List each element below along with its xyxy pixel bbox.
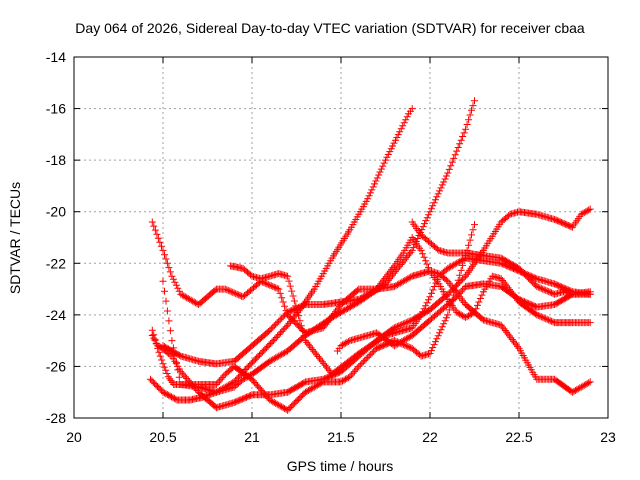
data-points-s5 — [227, 254, 594, 378]
data-series-s1 — [147, 105, 416, 404]
y-tick-label: -28 — [46, 410, 66, 426]
y-tick-label: -20 — [46, 204, 66, 220]
x-tick-label: 22 — [422, 429, 438, 445]
x-axis: 20 20.5 21 21.5 22 22.5 23 — [66, 57, 616, 445]
y-tick-label: -24 — [46, 307, 66, 323]
data-points-s9 — [408, 218, 594, 298]
x-tick-label: 21 — [244, 429, 260, 445]
x-axis-label: GPS time / hours — [287, 458, 394, 474]
data-series-s9 — [408, 218, 594, 298]
y-tick-label: -26 — [46, 358, 66, 374]
data-series-group — [147, 97, 594, 414]
x-tick-label: 21.5 — [327, 429, 354, 445]
x-tick-label: 23 — [600, 429, 616, 445]
grid — [74, 57, 608, 418]
data-series-s7 — [159, 221, 478, 414]
y-axis-label: SDTVAR / TECUs — [7, 182, 23, 294]
x-tick-label: 22.5 — [505, 429, 532, 445]
y-tick-label: -14 — [46, 49, 66, 65]
data-points-s6 — [159, 234, 594, 368]
data-points-s7 — [159, 221, 478, 414]
y-tick-label: -18 — [46, 152, 66, 168]
x-tick-label: 20 — [66, 429, 82, 445]
data-points-s1 — [147, 105, 416, 404]
data-series-s8 — [333, 280, 594, 355]
data-series-s6 — [159, 234, 594, 368]
y-axis: -28 -26 -24 -22 -20 -18 -16 -14 — [46, 49, 608, 426]
chart-title: Day 064 of 2026, Sidereal Day-to-day VTE… — [75, 20, 585, 36]
x-tick-label: 20.5 — [149, 429, 176, 445]
y-tick-label: -16 — [46, 101, 66, 117]
data-points-s8 — [333, 280, 594, 355]
data-series-s5 — [227, 254, 594, 378]
y-tick-label: -22 — [46, 255, 66, 271]
